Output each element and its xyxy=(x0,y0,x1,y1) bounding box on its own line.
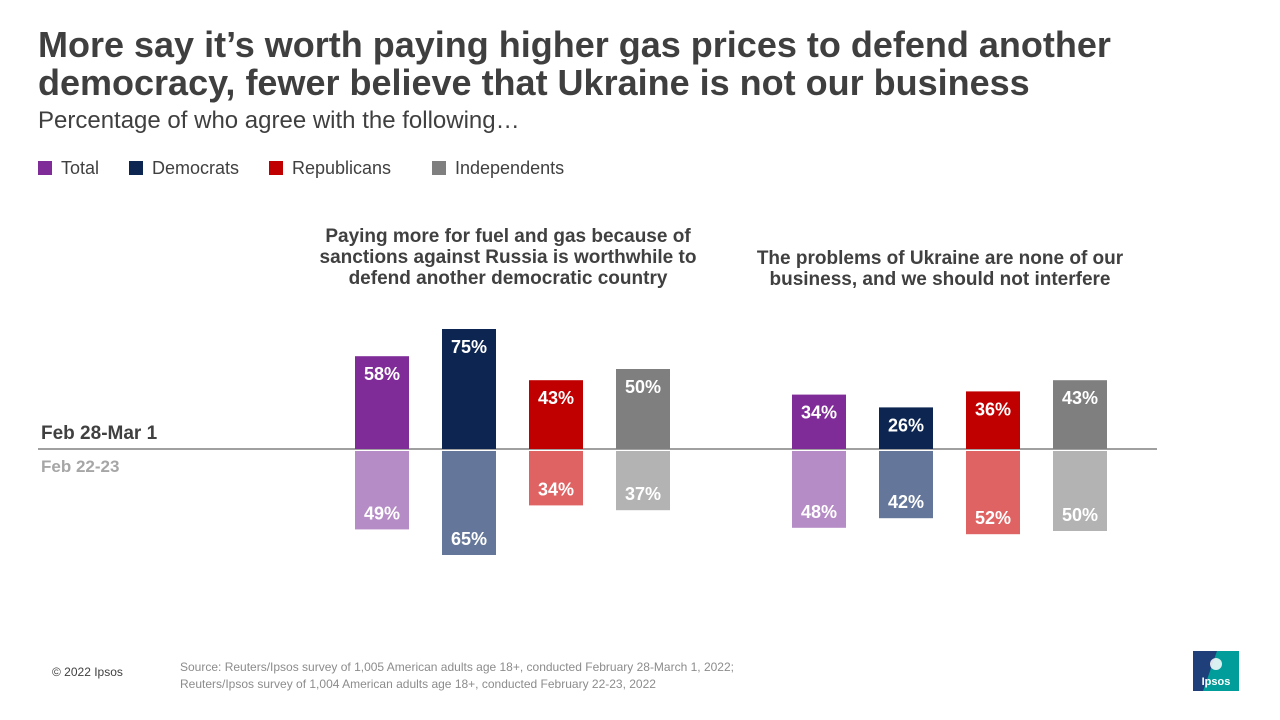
bar-current-democrats-1 xyxy=(442,329,496,449)
bar-previous-independents-1 xyxy=(616,451,670,511)
legend-label-democrats: Democrats xyxy=(152,158,240,178)
data-label-current-republicans-1: 43% xyxy=(538,388,574,408)
ipsos-logo-text: Ipsos xyxy=(1201,676,1231,688)
bar-previous-democrats-2 xyxy=(879,451,933,519)
ipsos-logo-icon xyxy=(1193,651,1239,691)
data-label-previous-democrats-1: 65% xyxy=(451,529,487,549)
bar-current-republicans-1 xyxy=(529,380,583,449)
bar-previous-total-2 xyxy=(792,451,846,528)
data-label-current-total-2: 34% xyxy=(801,403,837,423)
data-label-previous-total-2: 48% xyxy=(801,502,837,522)
bar-current-independents-1 xyxy=(616,369,670,449)
bar-current-total-2 xyxy=(792,394,846,449)
bar-previous-independents-2 xyxy=(1053,451,1107,531)
legend-label-independents: Independents xyxy=(455,158,565,178)
bar-current-republicans-2 xyxy=(966,391,1020,449)
data-label-previous-independents-1: 37% xyxy=(625,484,661,504)
legend-swatch-total xyxy=(38,161,52,175)
data-label-current-total-1: 58% xyxy=(364,364,400,384)
legend-swatch-republicans xyxy=(269,161,283,175)
source-note: Source: Reuters/Ipsos survey of 1,005 Am… xyxy=(180,660,734,691)
bar-previous-republicans-2 xyxy=(966,451,1020,535)
data-label-current-republicans-2: 36% xyxy=(975,399,1011,419)
bar-previous-total-1 xyxy=(355,451,409,530)
legend-label-republicans: Republicans xyxy=(292,158,392,178)
statement-heading-1: Paying more for fuel and gas because of s… xyxy=(320,226,697,289)
legend-swatch-independents xyxy=(432,161,446,175)
bar-current-democrats-2 xyxy=(879,407,933,449)
data-label-previous-independents-2: 50% xyxy=(1062,505,1098,525)
page-title: More say it’s worth paying higher gas pr… xyxy=(38,24,1111,103)
data-label-previous-republicans-1: 34% xyxy=(538,479,574,499)
data-label-previous-total-1: 49% xyxy=(364,503,400,523)
period-label-previous: Feb 22-23 xyxy=(41,457,119,476)
data-label-current-independents-1: 50% xyxy=(625,377,661,397)
data-label-current-democrats-2: 26% xyxy=(888,415,924,435)
data-label-previous-republicans-2: 52% xyxy=(975,508,1011,528)
bar-previous-republicans-1 xyxy=(529,451,583,506)
page-subtitle: Percentage of who agree with the followi… xyxy=(38,107,520,134)
bar-previous-democrats-1 xyxy=(442,451,496,555)
data-label-current-democrats-1: 75% xyxy=(451,337,487,357)
statement-heading-2: The problems of Ukraine are none of our b… xyxy=(757,248,1124,290)
legend-swatch-democrats xyxy=(129,161,143,175)
period-label-current: Feb 28-Mar 1 xyxy=(41,423,158,444)
data-label-previous-democrats-2: 42% xyxy=(888,492,924,512)
bar-current-total-1 xyxy=(355,356,409,449)
ipsos-logo xyxy=(1193,651,1239,691)
copyright-text: © 2022 Ipsos xyxy=(52,665,123,679)
legend-label-total: Total xyxy=(61,158,100,178)
bar-current-independents-2 xyxy=(1053,380,1107,449)
data-label-current-independents-2: 43% xyxy=(1062,388,1098,408)
